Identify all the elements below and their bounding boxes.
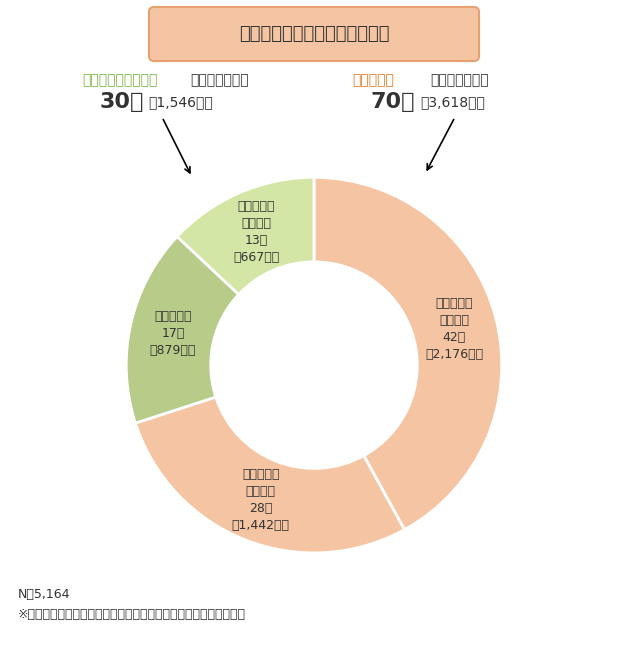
- Wedge shape: [136, 397, 404, 553]
- Text: 発電事業者
（県外）
28％
（1,442件）: 発電事業者 （県外） 28％ （1,442件）: [232, 467, 290, 531]
- Text: 70％: 70％: [370, 92, 414, 112]
- Text: 発電事業者
（県内）
42％
（2,176件）: 発電事業者 （県内） 42％ （2,176件）: [425, 297, 483, 361]
- FancyBboxPatch shape: [149, 7, 479, 61]
- Text: （3,618件）: （3,618件）: [420, 95, 485, 109]
- Text: 所有者以外
の農業者
13％
（667件）: 所有者以外 の農業者 13％ （667件）: [234, 200, 279, 265]
- Text: （1,546件）: （1,546件）: [148, 95, 213, 109]
- Wedge shape: [177, 177, 314, 295]
- Text: 設備の設置者（令和４年度末）: 設備の設置者（令和４年度末）: [239, 25, 389, 43]
- Text: 発電事業者: 発電事業者: [352, 73, 394, 87]
- Text: 農地所有者
17％
（879件）: 農地所有者 17％ （879件）: [149, 310, 196, 357]
- Circle shape: [211, 262, 417, 468]
- Text: N＝5,164: N＝5,164: [18, 587, 70, 600]
- Text: ※令和４年度末で存続しているもののうち回答があったものを集計: ※令和４年度末で存続しているもののうち回答があったものを集計: [18, 608, 246, 621]
- Wedge shape: [314, 177, 502, 529]
- Text: が設置したもの: が設置したもの: [190, 73, 249, 87]
- Text: 農業者・農地所有者: 農業者・農地所有者: [82, 73, 158, 87]
- Text: が設置したもの: が設置したもの: [430, 73, 489, 87]
- Text: 30％: 30％: [100, 92, 144, 112]
- Wedge shape: [126, 237, 239, 423]
